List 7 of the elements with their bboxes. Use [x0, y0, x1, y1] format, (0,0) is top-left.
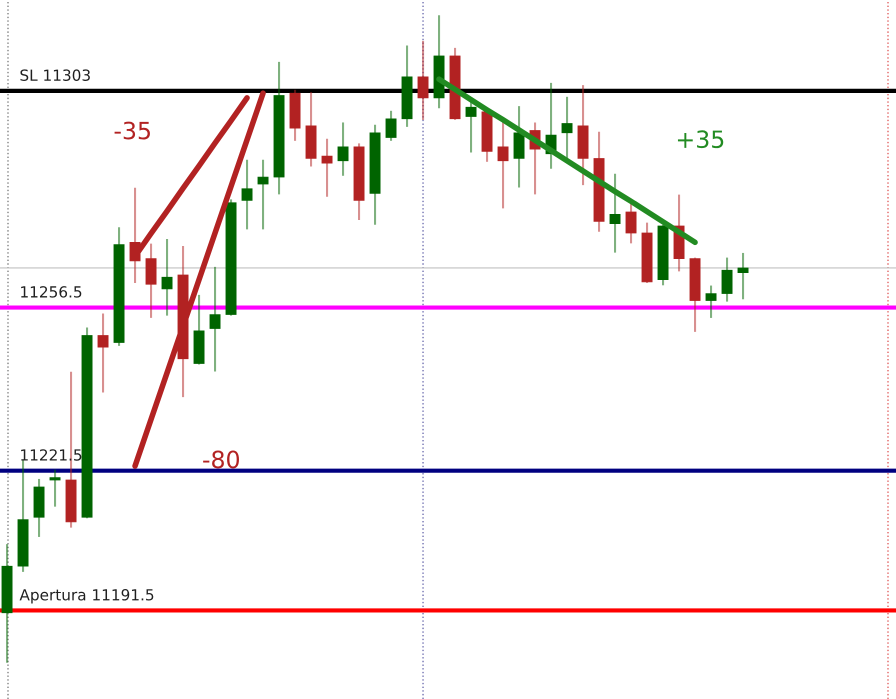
ref-line-label: Apertura 11191.5 [20, 589, 154, 604]
annotation: +35 [678, 130, 724, 148]
ref-line-label: 11221.5 [21, 449, 82, 461]
annotation: -35 [114, 122, 150, 140]
annotation: -80 [203, 450, 239, 468]
ref-line-label: 11256.5 [21, 286, 82, 298]
ref-line-label: SL 11303 [20, 69, 90, 81]
